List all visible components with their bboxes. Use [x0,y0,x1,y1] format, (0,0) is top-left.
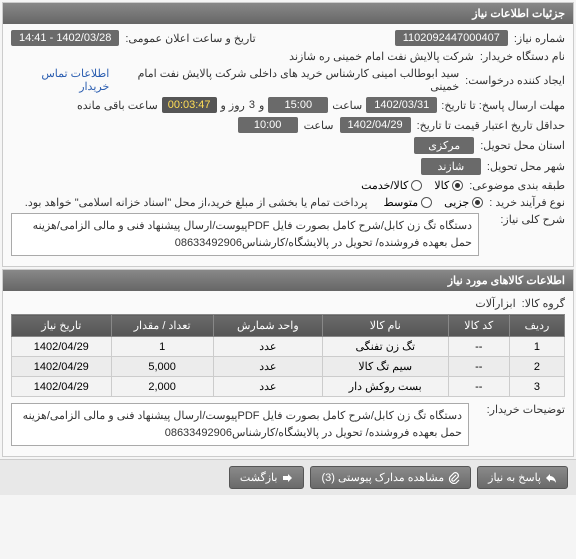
table-cell: سیم تگ کالا [322,357,448,377]
col-row: ردیف [509,315,564,337]
radio-partial[interactable]: جزیی [444,196,483,209]
radio-kala[interactable]: کالا [434,179,463,192]
table-cell: عدد [213,337,322,357]
table-cell: 1402/04/29 [12,377,112,397]
deadline-date: 1402/03/31 [366,97,437,113]
attachment-icon [448,472,460,484]
radio-dot-icon [472,197,483,208]
radio-medium[interactable]: متوسط [384,196,433,209]
deadline-label: مهلت ارسال پاسخ: تا تاریخ: [441,99,565,112]
city-label: شهر محل تحویل: [487,160,565,173]
table-cell: -- [448,357,509,377]
table-row: 2--سیم تگ کالاعدد5,0001402/04/29 [12,357,565,377]
notes-label: توضیحات خریدار: [475,403,565,416]
deadline-time: 15:00 [268,97,328,113]
table-cell: -- [448,337,509,357]
announce-value: 1402/03/28 - 14:41 [11,30,119,46]
days-and: و [259,99,264,112]
saat-label-2: ساعت [304,119,334,132]
radio-service[interactable]: کالا/خدمت [361,179,422,192]
validity-time: 10:00 [238,117,298,133]
table-cell: 1402/04/29 [12,337,112,357]
remain-label: ساعت باقی مانده [77,99,158,112]
items-header: اطلاعات کالاهای مورد نیاز [3,270,573,291]
notes-text: دستگاه تگ زن کابل/شرح کامل بصورت فایل PD… [11,403,469,446]
radio-dot-icon [421,197,432,208]
footer-buttons: پاسخ به نیاز مشاهده مدارک پیوستی (3) باز… [0,459,576,495]
buy-note: پرداخت تمام یا بخشی از مبلغ خرید،از محل … [25,196,368,209]
reply-icon [545,472,557,484]
province-value: مرکزی [414,137,474,154]
table-header-row: ردیف کد کالا نام کالا واحد شمارش تعداد /… [12,315,565,337]
respond-button[interactable]: پاسخ به نیاز [477,466,568,489]
category-radio-group: کالا کالا/خدمت [361,179,463,192]
buyer-value: شرکت پالایش نفت امام خمینی ره شازند [289,50,474,63]
table-cell: بست روکش دار [322,377,448,397]
radio-dot-icon [452,180,463,191]
announce-label: تاریخ و ساعت اعلان عمومی: [125,32,255,45]
items-panel: اطلاعات کالاهای مورد نیاز گروه کالا: ابز… [2,269,574,457]
days-label: روز و [221,99,245,112]
table-cell: عدد [213,357,322,377]
attachments-label: مشاهده مدارک پیوستی (3) [321,471,444,484]
radio-dot-icon [411,180,422,191]
radio-service-label: کالا/خدمت [361,179,408,192]
col-code: کد کالا [448,315,509,337]
buy-type-label: نوع فرآیند خرید : [489,196,565,209]
attachments-button[interactable]: مشاهده مدارک پیوستی (3) [310,466,471,489]
countdown-timer: 00:03:47 [162,97,217,113]
category-label: طبقه بندی موضوعی: [469,179,565,192]
table-cell: 3 [509,377,564,397]
days-value: 3 [249,99,255,111]
need-details-body: شماره نیاز: 1102092447000407 تاریخ و ساع… [3,24,573,266]
table-cell: 5,000 [111,357,213,377]
city-value: شازند [421,158,481,175]
items-table: ردیف کد کالا نام کالا واحد شمارش تعداد /… [11,314,565,397]
validity-date: 1402/04/29 [340,117,411,133]
buyer-label: نام دستگاه خریدار: [480,50,565,63]
need-details-panel: جزئیات اطلاعات نیاز شماره نیاز: 11020924… [2,2,574,267]
table-cell: -- [448,377,509,397]
table-cell: 1 [111,337,213,357]
radio-kala-label: کالا [434,179,449,192]
back-icon [281,472,293,484]
col-date: تاریخ نیاز [12,315,112,337]
back-button[interactable]: بازگشت [229,466,305,489]
respond-label: پاسخ به نیاز [488,471,541,484]
items-body: گروه کالا: ابزارآلات ردیف کد کالا نام کا… [3,291,573,456]
back-label: بازگشت [240,471,278,484]
col-qty: تعداد / مقدار [111,315,213,337]
creator-value: سید ابوطالب امینی کارشناس خرید های داخلی… [115,67,459,93]
table-row: 3--بست روکش دارعدد2,0001402/04/29 [12,377,565,397]
col-name: نام کالا [322,315,448,337]
table-cell: تگ زن تفنگی [322,337,448,357]
table-row: 1--تگ زن تفنگیعدد11402/04/29 [12,337,565,357]
need-number-value: 1102092447000407 [395,30,508,46]
group-value: ابزارآلات [475,297,515,310]
radio-partial-label: جزیی [444,196,469,209]
group-label: گروه کالا: [522,297,565,310]
table-cell: 1 [509,337,564,357]
summary-label: شرح کلی نیاز: [485,213,565,226]
table-cell: 1402/04/29 [12,357,112,377]
saat-label-1: ساعت [332,99,362,112]
summary-text: دستگاه تگ زن کابل/شرح کامل بصورت فایل PD… [11,213,479,256]
creator-label: ایجاد کننده درخواست: [465,74,565,87]
table-cell: 2,000 [111,377,213,397]
validity-label: حداقل تاریخ اعتبار قیمت تا تاریخ: [417,119,565,132]
province-label: استان محل تحویل: [480,139,565,152]
contact-link[interactable]: اطلاعات تماس خریدار [11,67,109,93]
need-details-header: جزئیات اطلاعات نیاز [3,3,573,24]
buy-type-radio-group: جزیی متوسط [384,196,484,209]
table-cell: 2 [509,357,564,377]
table-cell: عدد [213,377,322,397]
need-number-label: شماره نیاز: [514,32,565,45]
radio-medium-label: متوسط [384,196,419,209]
col-unit: واحد شمارش [213,315,322,337]
